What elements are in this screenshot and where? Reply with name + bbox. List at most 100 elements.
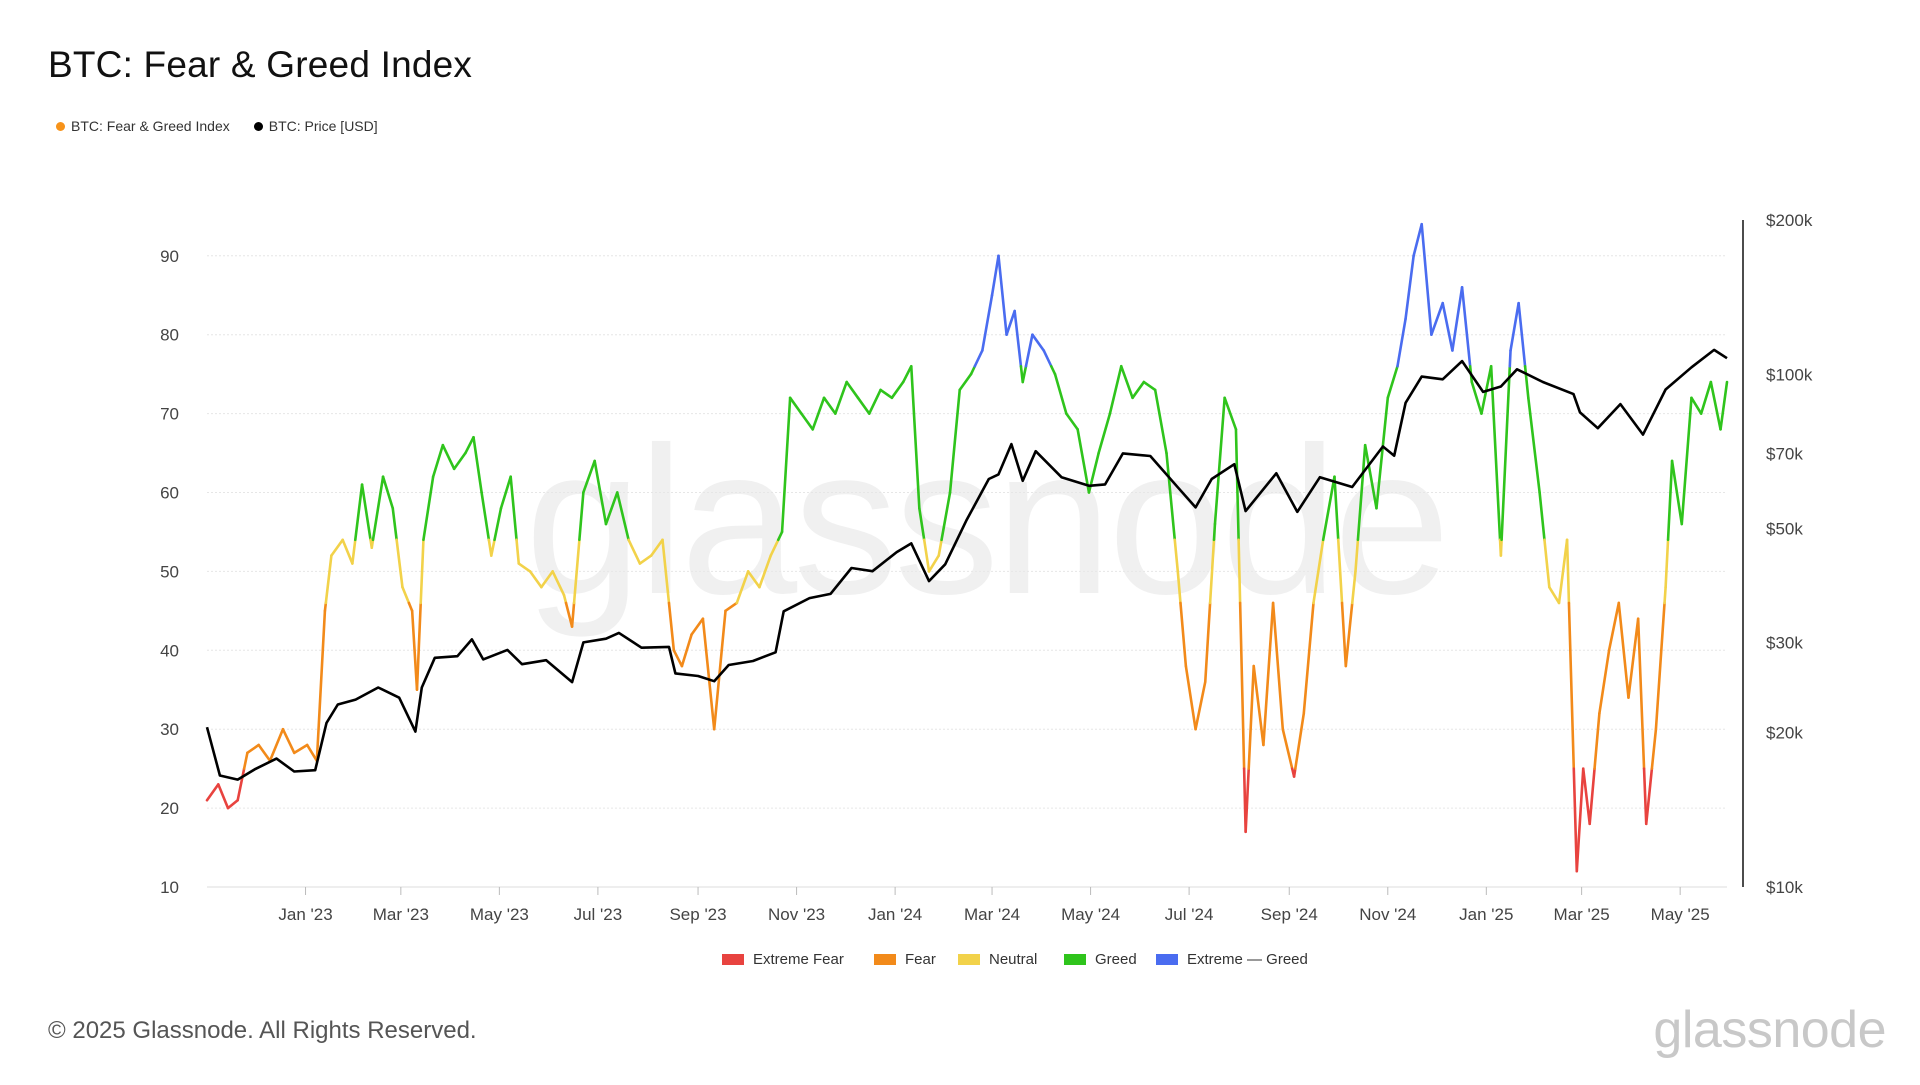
fear-greed-segment bbox=[1719, 380, 1729, 431]
fear-greed-segment bbox=[690, 617, 705, 636]
y-right-tick-label: $50k bbox=[1766, 520, 1803, 539]
fear-greed-segment bbox=[1593, 712, 1601, 770]
fear-greed-segment bbox=[205, 783, 220, 802]
legend-swatch bbox=[1064, 954, 1086, 965]
fear-greed-segment bbox=[1340, 601, 1348, 668]
fear-greed-segment bbox=[1460, 286, 1472, 368]
fear-greed-segment bbox=[1213, 396, 1226, 526]
fear-greed-segment bbox=[415, 601, 423, 692]
x-tick-label: May '23 bbox=[470, 905, 529, 924]
fear-greed-segment bbox=[517, 562, 532, 573]
fear-greed-segment bbox=[1363, 443, 1378, 510]
legend-swatch bbox=[958, 954, 980, 965]
fear-greed-segment bbox=[822, 396, 837, 415]
fear-greed-segment bbox=[1321, 475, 1336, 542]
fear-greed-segment bbox=[1644, 767, 1654, 826]
fear-greed-segment bbox=[1252, 664, 1265, 747]
fear-greed-segment bbox=[1699, 380, 1713, 415]
fear-greed-segment bbox=[997, 254, 1008, 336]
fear-greed-segment bbox=[391, 506, 398, 542]
y-right-tick-label: $30k bbox=[1766, 633, 1803, 652]
fear-greed-segment bbox=[990, 254, 1000, 297]
fear-greed-segment bbox=[1356, 443, 1367, 542]
fear-greed-segment bbox=[1165, 451, 1177, 542]
price-line bbox=[205, 348, 1728, 781]
fear-greed-segment bbox=[1607, 601, 1621, 652]
y-tick-label-30: 30 bbox=[160, 720, 179, 739]
fear-greed-segment bbox=[330, 538, 344, 557]
fear-greed-segment bbox=[769, 538, 780, 557]
fear-greed-segment bbox=[464, 435, 475, 455]
fear-greed-segment bbox=[1636, 617, 1646, 770]
fear-greed-segment bbox=[1709, 380, 1722, 431]
fear-greed-segment bbox=[1664, 538, 1670, 589]
fear-greed-segment bbox=[780, 396, 792, 534]
legend-label: BTC: Fear & Greed Index bbox=[71, 118, 230, 134]
fear-greed-segment bbox=[1031, 333, 1046, 352]
fear-greed-segment bbox=[1509, 301, 1520, 352]
x-tick-label: Jul '23 bbox=[574, 905, 623, 924]
fear-greed-segment bbox=[1441, 301, 1454, 352]
x-tick-label: Jan '24 bbox=[868, 905, 922, 924]
fear-greed-segment bbox=[1153, 388, 1168, 455]
fear-greed-segment bbox=[431, 443, 445, 479]
fear-greed-segment bbox=[1237, 538, 1242, 605]
fear-greed-segment bbox=[1517, 301, 1527, 368]
legend-swatch bbox=[722, 954, 744, 965]
fear-greed-segment bbox=[1042, 349, 1053, 368]
fear-greed-segment bbox=[236, 767, 246, 802]
zone-legend-label: Extreme — Greed bbox=[1187, 951, 1308, 968]
fear-greed-segment bbox=[1097, 412, 1112, 455]
fear-greed-segment bbox=[1508, 349, 1512, 368]
fear-greed-segment bbox=[1617, 601, 1630, 699]
y-tick-label-90: 90 bbox=[160, 247, 179, 266]
fear-greed-segment bbox=[1203, 601, 1212, 684]
y-tick-label-10: 10 bbox=[160, 878, 179, 897]
fear-greed-segment bbox=[315, 609, 327, 763]
fear-greed-segment bbox=[1654, 601, 1666, 731]
fear-greed-segment bbox=[940, 491, 952, 542]
y-right-tick-label: $100k bbox=[1766, 365, 1813, 384]
x-tick-label: Jan '25 bbox=[1459, 905, 1513, 924]
y-right-tick-label: $70k bbox=[1766, 445, 1803, 464]
zone-legend-label: Neutral bbox=[989, 951, 1037, 968]
fear-greed-segment bbox=[1053, 372, 1068, 415]
fear-greed-segment bbox=[370, 538, 375, 550]
fear-greed-segment bbox=[305, 743, 319, 763]
fear-greed-segment bbox=[1208, 538, 1216, 605]
fear-greed-segment bbox=[1470, 380, 1483, 415]
fear-greed-segment bbox=[480, 491, 491, 542]
fear-greed-segment bbox=[515, 538, 521, 565]
fear-greed-segment bbox=[1666, 459, 1674, 542]
fear-greed-segment bbox=[788, 396, 803, 415]
legend-item-price[interactable]: BTC: Price [USD] bbox=[253, 118, 378, 134]
fear-greed-segment bbox=[472, 435, 483, 494]
fear-greed-segment bbox=[1024, 333, 1034, 368]
zone-legend-label: Extreme Fear bbox=[753, 951, 844, 968]
fear-greed-segment bbox=[1281, 727, 1294, 770]
fear-greed-segment bbox=[324, 554, 333, 605]
fear-greed-segment bbox=[1451, 286, 1464, 352]
fear-greed-segment bbox=[551, 570, 566, 597]
fear-greed-segment bbox=[441, 443, 456, 471]
y-tick-label-50: 50 bbox=[160, 562, 179, 581]
fear-greed-segment bbox=[381, 475, 395, 510]
fear-greed-segment bbox=[1049, 364, 1057, 376]
fear-greed-segment bbox=[407, 601, 414, 613]
legend-swatch bbox=[874, 954, 896, 965]
fear-greed-segment bbox=[1588, 767, 1596, 826]
fear-greed-segment bbox=[1557, 538, 1569, 605]
fear-greed-segment bbox=[499, 475, 512, 510]
y-right-tick-label: $10k bbox=[1766, 878, 1803, 897]
x-tick-label: May '24 bbox=[1061, 905, 1120, 924]
legend-item-fear-greed[interactable]: BTC: Fear & Greed Index bbox=[56, 118, 230, 134]
fear-greed-segment bbox=[712, 609, 727, 731]
fear-greed-segment bbox=[667, 601, 676, 652]
fear-greed-segment bbox=[758, 554, 773, 589]
fear-greed-segment bbox=[1271, 601, 1285, 731]
fear-greed-segment bbox=[615, 491, 630, 542]
fear-greed-segment bbox=[1581, 767, 1591, 826]
fear-greed-segment bbox=[1650, 727, 1658, 770]
